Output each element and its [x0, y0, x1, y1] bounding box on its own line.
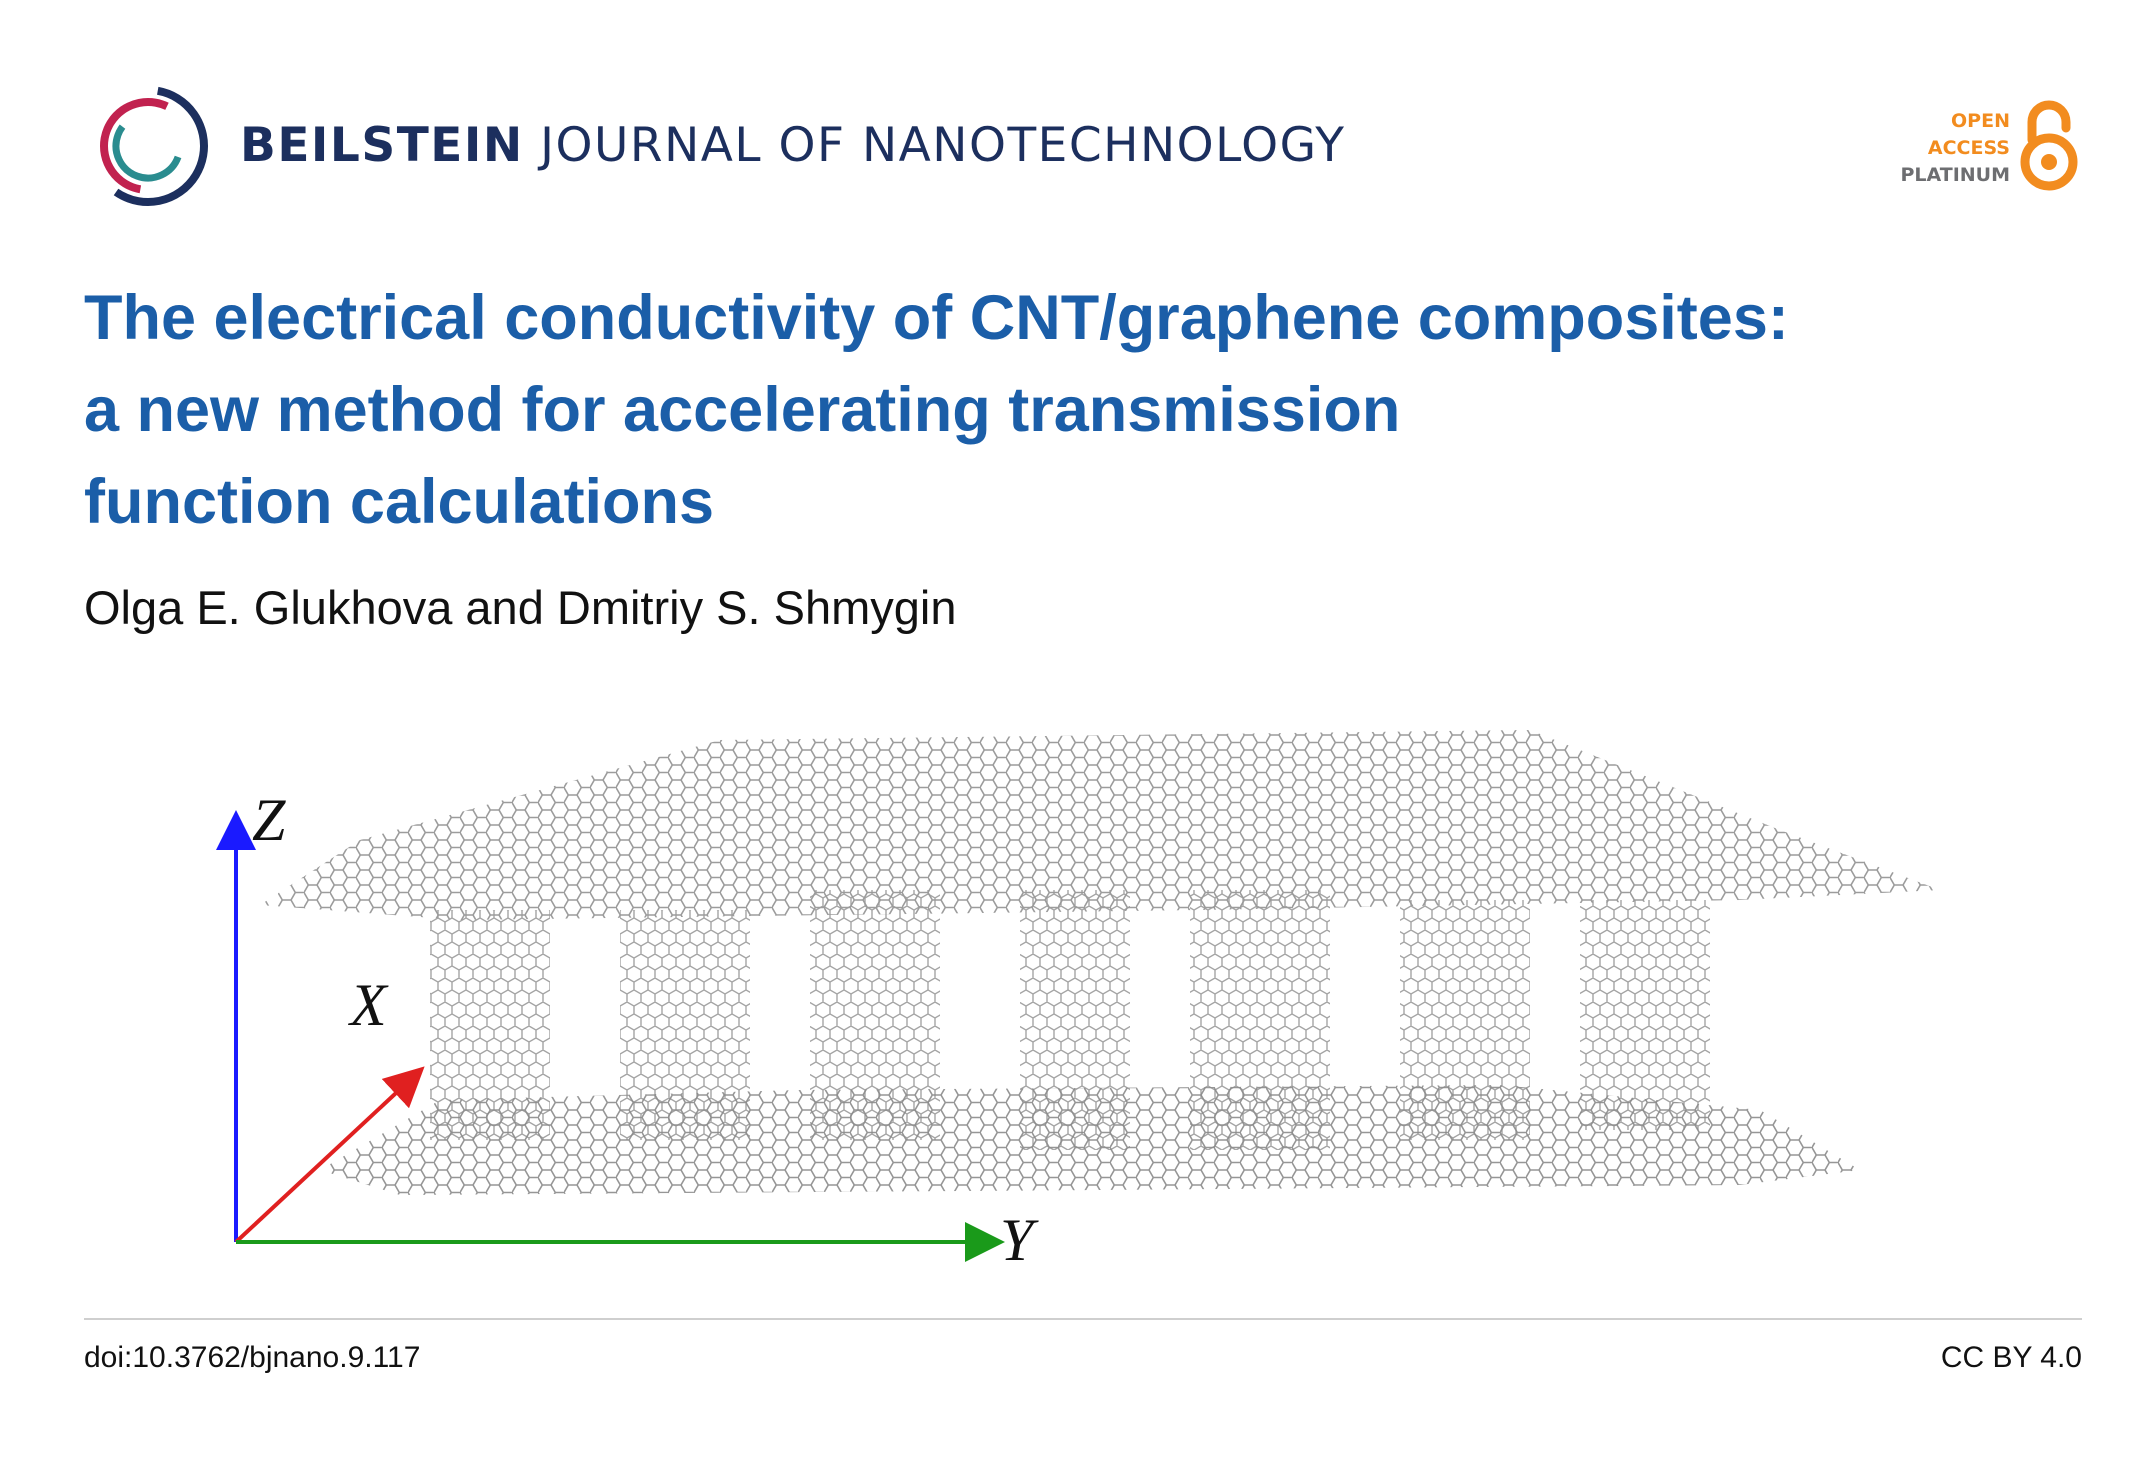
- bottom-graphene-sheet: [320, 1085, 1860, 1195]
- article-authors: Olga E. Glukhova and Dmitriy S. Shmygin: [84, 581, 957, 634]
- doi-text: doi:10.3762/bjnano.9.117: [84, 1341, 421, 1374]
- z-axis-label: Z: [252, 787, 286, 853]
- graphical-abstract-figure: Z X Y: [216, 730, 1940, 1270]
- title-line-1: The electrical conductivity of CNT/graph…: [84, 283, 1789, 353]
- top-graphene-sheet: [260, 730, 1940, 920]
- journal-name-rest: JOURNAL OF NANOTECHNOLOGY: [540, 118, 1346, 173]
- journal-name-bold: BEILSTEIN: [240, 118, 524, 173]
- title-line-2: a new method for accelerating transmissi…: [84, 375, 1401, 445]
- badge-access: ACCESS: [1927, 137, 2010, 159]
- beilstein-logo-icon: [88, 86, 208, 206]
- title-line-3: function calculations: [84, 467, 715, 537]
- x-axis-label: X: [348, 972, 389, 1038]
- open-access-lock-icon: [2020, 100, 2078, 191]
- journal-name: BEILSTEIN JOURNAL OF NANOTECHNOLOGY: [240, 118, 1345, 174]
- license-text: CC BY 4.0: [1940, 1341, 2082, 1374]
- open-access-badge: OPEN ACCESS PLATINUM: [1880, 100, 2080, 200]
- y-axis-label: Y: [1000, 1207, 1039, 1270]
- x-axis-arrow: [234, 1066, 425, 1244]
- article-title: The electrical conductivity of CNT/graph…: [84, 272, 2084, 548]
- badge-platinum: PLATINUM: [1900, 164, 2010, 186]
- footer-divider: [84, 1318, 2082, 1320]
- badge-open: OPEN: [1951, 110, 2010, 132]
- journal-header: BEILSTEIN JOURNAL OF NANOTECHNOLOGY OPEN…: [0, 0, 2150, 206]
